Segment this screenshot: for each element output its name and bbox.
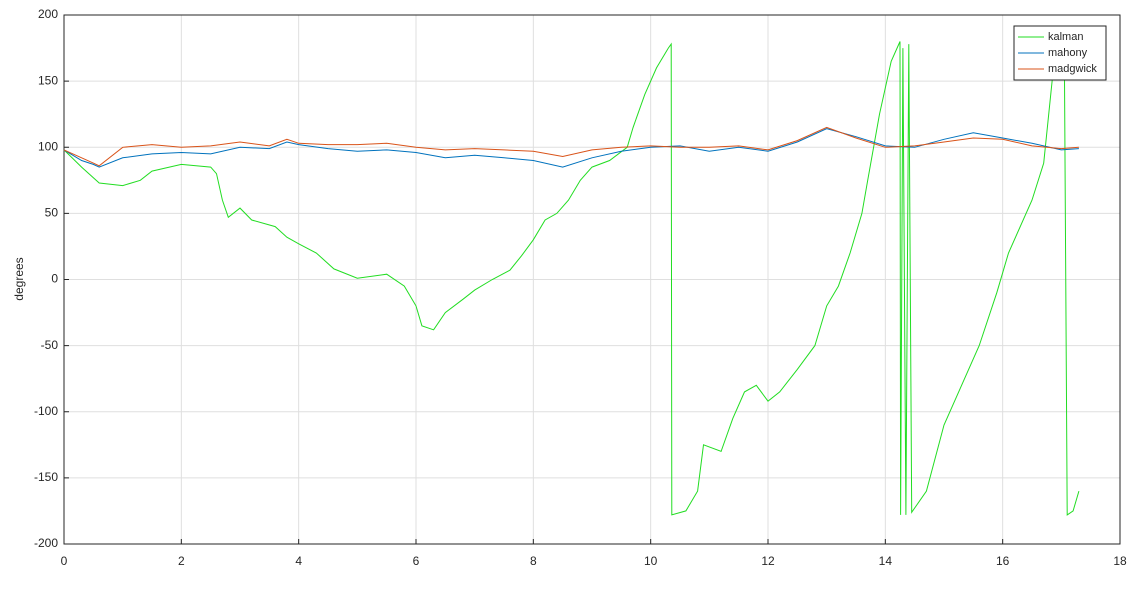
x-tick-label: 2 [178,554,185,568]
y-tick-label: -200 [34,536,58,550]
y-axis-label: degrees [12,257,26,300]
y-tick-label: 200 [38,7,58,21]
legend-label: kalman [1048,31,1083,43]
legend-label: mahony [1048,47,1088,59]
x-tick-label: 8 [530,554,537,568]
x-tick-label: 0 [61,554,68,568]
x-tick-label: 18 [1113,554,1127,568]
y-tick-label: -50 [41,338,59,352]
x-tick-label: 16 [996,554,1010,568]
y-tick-label: 50 [45,206,59,220]
x-tick-label: 14 [879,554,893,568]
y-tick-label: 150 [38,73,58,87]
line [63,126,1079,167]
y-tick-label: 0 [51,272,58,286]
line [63,41,1080,516]
x-tick-label: 12 [761,554,775,568]
plot-frame [63,14,1121,545]
x-tick-label: 6 [413,554,420,568]
y-tick-label: -150 [34,470,58,484]
y-tick-label: 100 [38,139,58,153]
legend-label: madgwick [1048,63,1097,75]
y-tick-label: -100 [34,404,58,418]
x-tick-label: 10 [644,554,658,568]
x-tick-label: 4 [295,554,302,568]
